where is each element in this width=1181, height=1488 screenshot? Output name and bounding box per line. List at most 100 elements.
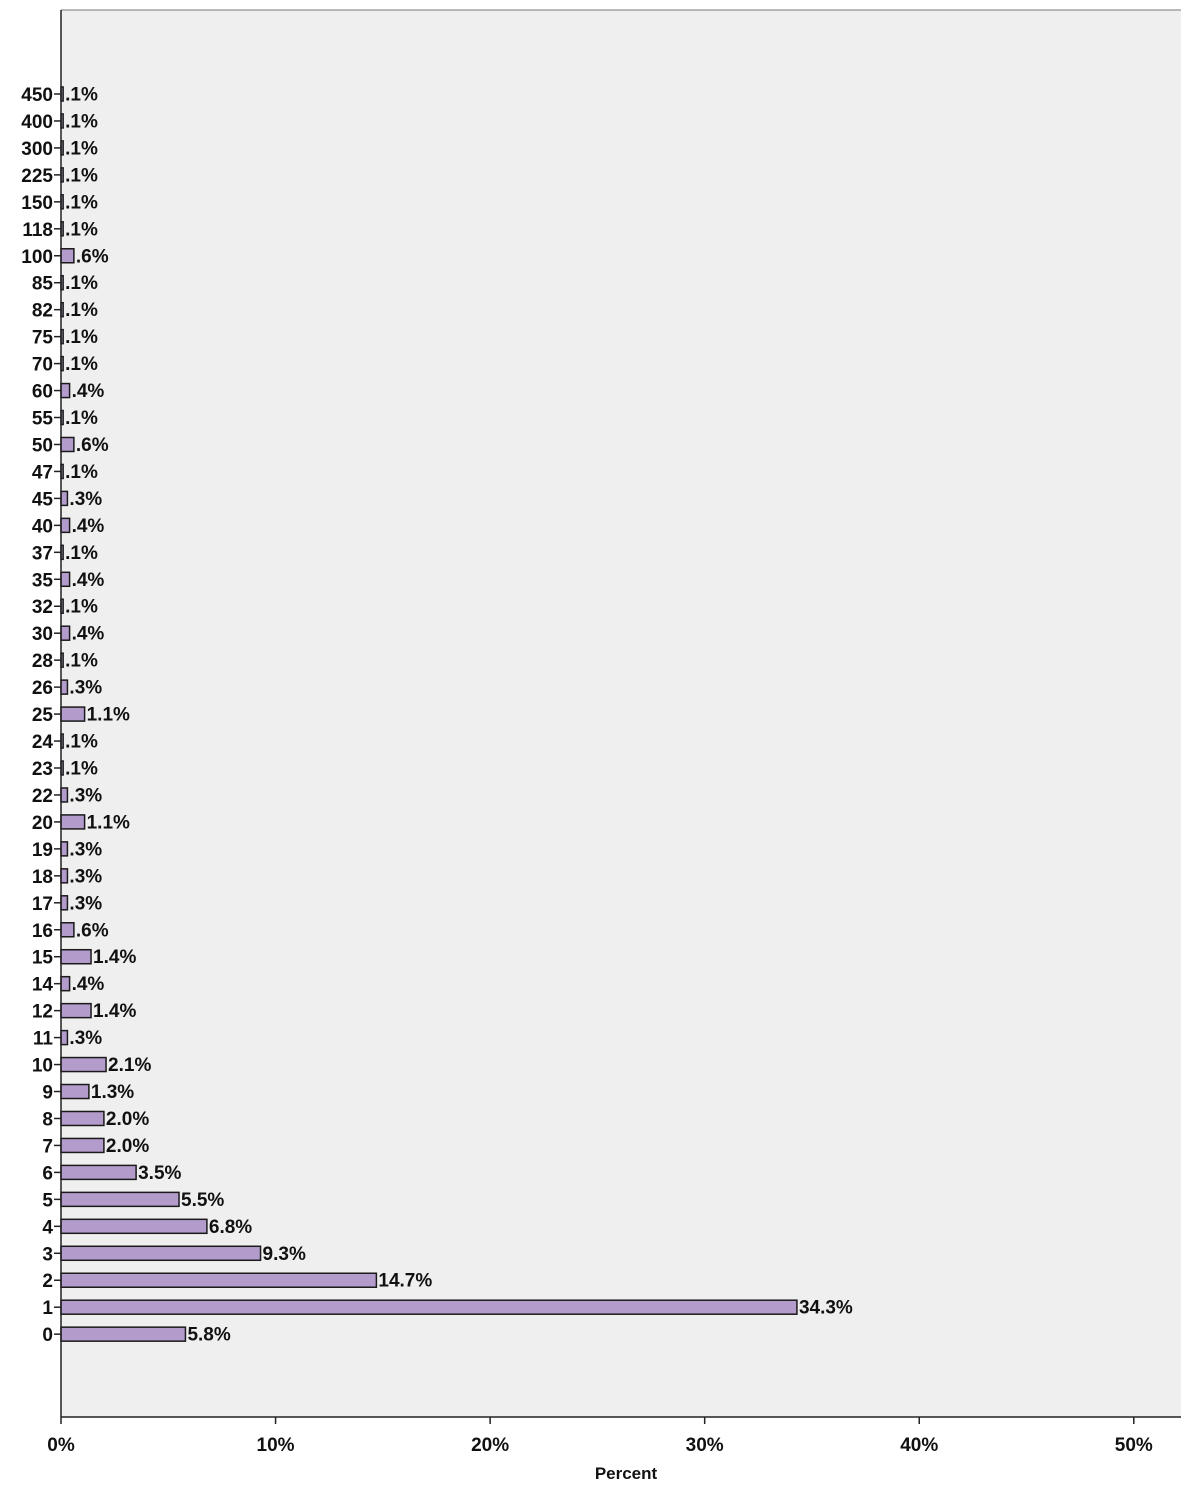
bar [60, 922, 75, 938]
bar-value-label: 1.4% [93, 1001, 136, 1022]
bar-value-label: .4% [72, 570, 105, 591]
x-tick-label: 30% [686, 1435, 724, 1456]
bar-value-label: 1.3% [91, 1082, 134, 1103]
x-tick-label: 20% [471, 1435, 509, 1456]
bar [60, 625, 71, 641]
bar-value-label: .1% [65, 165, 98, 186]
y-tick-label: 6 [42, 1163, 53, 1184]
y-tick-label: 55 [32, 409, 54, 430]
y-tick-label: 1 [42, 1298, 53, 1319]
bar [60, 436, 75, 453]
bar-value-label: .1% [65, 354, 98, 375]
x-tick-label: 40% [900, 1435, 938, 1456]
y-tick-label: 100 [21, 247, 53, 268]
y-tick-label: 20 [32, 813, 53, 834]
x-tick-label: 50% [1115, 1435, 1153, 1456]
bar-value-label: 2.0% [106, 1109, 149, 1130]
bar-value-label: .1% [65, 543, 98, 564]
bar [60, 1245, 262, 1262]
bar [60, 787, 69, 803]
y-ticks-layer: 4504003002251501181008582757060555047454… [21, 85, 61, 1346]
bar-value-label: .1% [65, 408, 98, 429]
x-tick-label: 10% [257, 1435, 295, 1456]
bar [60, 248, 75, 264]
bar-value-label: .6% [76, 920, 109, 941]
y-tick-label: 0 [42, 1325, 53, 1346]
bar [60, 490, 69, 507]
x-axis-title: Percent [595, 1464, 658, 1483]
y-tick-label: 8 [42, 1109, 53, 1130]
bar-value-label: 34.3% [799, 1298, 853, 1319]
bar [60, 975, 71, 992]
y-tick-label: 5 [42, 1190, 53, 1211]
y-tick-label: 225 [21, 166, 53, 187]
bar-value-label: .1% [65, 138, 98, 159]
y-tick-label: 37 [32, 543, 53, 564]
bar-value-label: .3% [69, 866, 102, 887]
bar [60, 868, 69, 884]
y-tick-label: 85 [32, 274, 54, 295]
y-tick-label: 23 [32, 759, 53, 780]
bar-value-label: 5.8% [187, 1325, 230, 1346]
bar [60, 814, 86, 830]
y-tick-label: 3 [42, 1244, 53, 1265]
y-tick-label: 82 [32, 301, 53, 322]
y-tick-label: 32 [32, 597, 53, 618]
y-tick-label: 15 [32, 948, 54, 969]
bar [60, 1191, 180, 1208]
bar-value-label: 2.0% [106, 1136, 149, 1157]
y-tick-label: 26 [32, 678, 53, 699]
bar [60, 1083, 90, 1100]
bar-value-label: .3% [69, 678, 102, 699]
bar-value-label: .3% [69, 839, 102, 860]
bar-value-label: .1% [65, 273, 98, 294]
y-tick-label: 35 [32, 570, 54, 591]
bar [60, 1326, 187, 1342]
y-tick-label: 14 [32, 975, 54, 996]
y-tick-label: 400 [21, 112, 53, 133]
bar-value-label: .4% [72, 381, 105, 402]
y-tick-label: 50 [32, 435, 53, 456]
bar-value-label: .1% [65, 759, 98, 780]
bar-value-label: 1.4% [93, 947, 136, 968]
y-tick-label: 30 [32, 624, 53, 645]
y-tick-label: 40 [32, 516, 53, 537]
bar-value-label: .6% [76, 435, 109, 456]
bar [60, 1137, 105, 1154]
y-tick-label: 60 [32, 382, 53, 403]
bar-value-label: 1.1% [87, 812, 130, 833]
bar-value-label: .4% [72, 516, 105, 537]
bar-value-label: .3% [69, 1028, 102, 1049]
y-tick-label: 118 [22, 220, 53, 241]
bar [60, 382, 71, 399]
bar-value-label: .1% [65, 732, 98, 753]
bar-value-label: .1% [65, 651, 98, 672]
bar-value-label: .3% [69, 489, 102, 510]
y-tick-label: 450 [21, 85, 53, 106]
bar-value-label: .4% [72, 624, 105, 645]
bar [60, 679, 69, 695]
bar [60, 1164, 137, 1181]
y-tick-label: 12 [32, 1002, 53, 1023]
bar-value-label: .1% [65, 300, 98, 321]
bar-value-label: 2.1% [108, 1055, 151, 1076]
bar-value-label: .3% [69, 785, 102, 806]
bar [60, 895, 69, 911]
bar [60, 1218, 208, 1235]
y-tick-label: 300 [21, 139, 53, 160]
bar [60, 841, 69, 857]
y-tick-label: 70 [32, 355, 53, 376]
x-ticks-layer: 0% 10% 20% 30% 40% 50% [47, 1417, 1153, 1456]
y-tick-label: 47 [32, 462, 53, 483]
bar-value-label: 14.7% [378, 1271, 432, 1292]
bar [60, 948, 92, 965]
bar-value-label: 1.1% [87, 705, 130, 726]
bar [60, 1110, 105, 1127]
bar-value-label: .1% [65, 597, 98, 618]
y-tick-label: 25 [32, 705, 54, 726]
y-tick-label: 19 [32, 840, 53, 861]
bar-value-label: .6% [76, 246, 109, 267]
y-tick-label: 7 [42, 1136, 53, 1157]
